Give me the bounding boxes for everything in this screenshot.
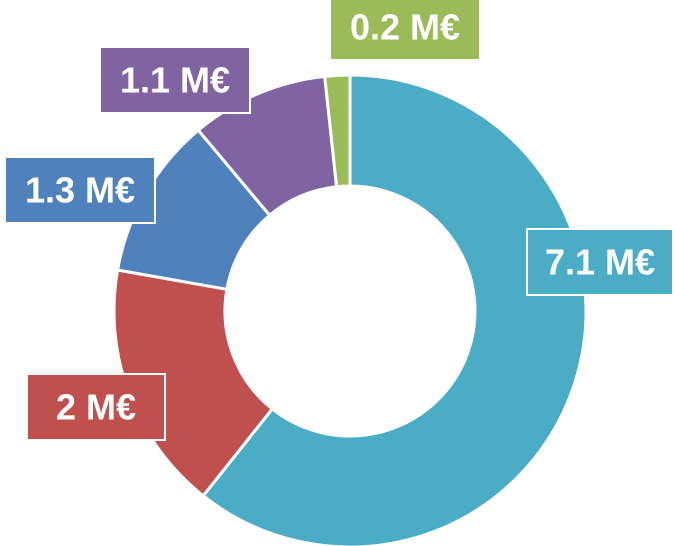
data-label: 2 M€ (56, 387, 136, 428)
label-box (26, 373, 166, 441)
data-label: 1.1 M€ (120, 60, 230, 101)
data-label: 7.1 M€ (545, 242, 655, 283)
label-box (329, 0, 481, 61)
donut-slice (201, 73, 588, 546)
data-label: 1.3 M€ (25, 170, 135, 211)
donut-slice (323, 73, 352, 189)
label-box (526, 228, 674, 296)
data-label: 0.2 M€ (350, 7, 460, 48)
label-box (4, 156, 156, 224)
label-box (99, 46, 251, 114)
